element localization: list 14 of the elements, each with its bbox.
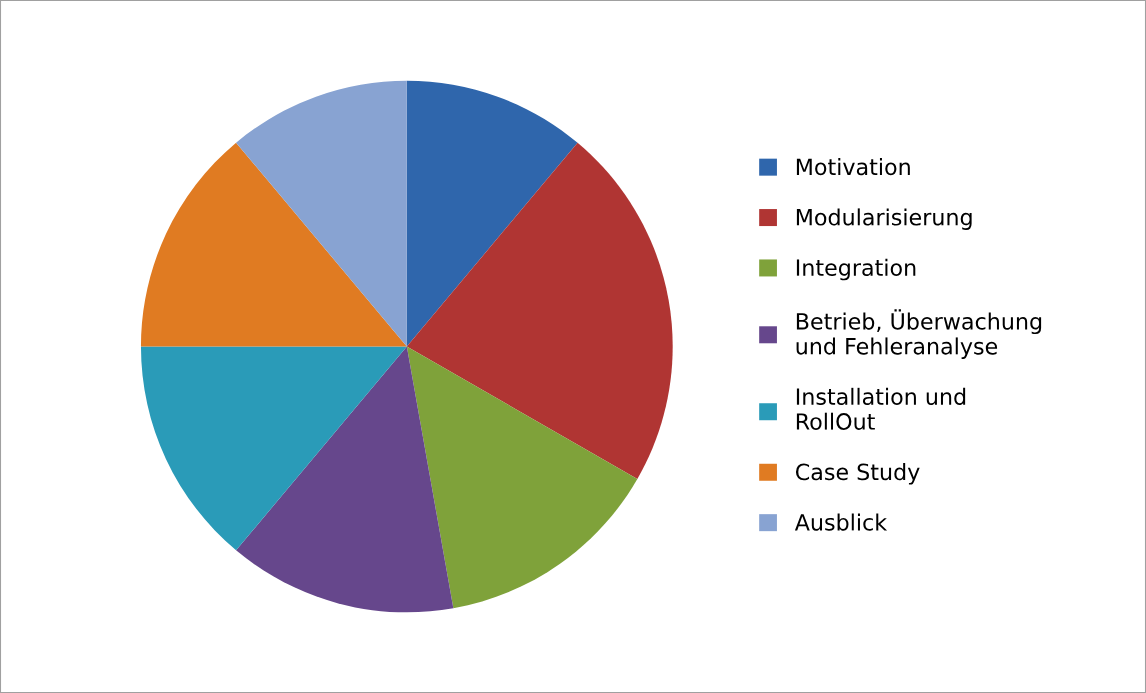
legend-label: Modularisierung bbox=[796, 208, 972, 230]
pie-slice bbox=[140, 346, 407, 551]
pie-slice bbox=[140, 142, 407, 347]
legend-label: Installation und RollOut bbox=[796, 387, 966, 430]
legend-label: Integration bbox=[796, 258, 916, 281]
legend-label: Ausblick bbox=[794, 513, 888, 531]
pie-slice bbox=[236, 346, 454, 613]
pie-slice bbox=[236, 80, 407, 347]
legend-label: Case Study bbox=[795, 463, 920, 485]
pie-slice bbox=[406, 142, 673, 479]
legend-label: Motivation bbox=[796, 158, 910, 176]
legend-label: Betrieb, Überwachung und Fehleranalyse bbox=[796, 309, 1042, 359]
pie-slice bbox=[406, 80, 578, 347]
pie-slice bbox=[406, 346, 638, 609]
